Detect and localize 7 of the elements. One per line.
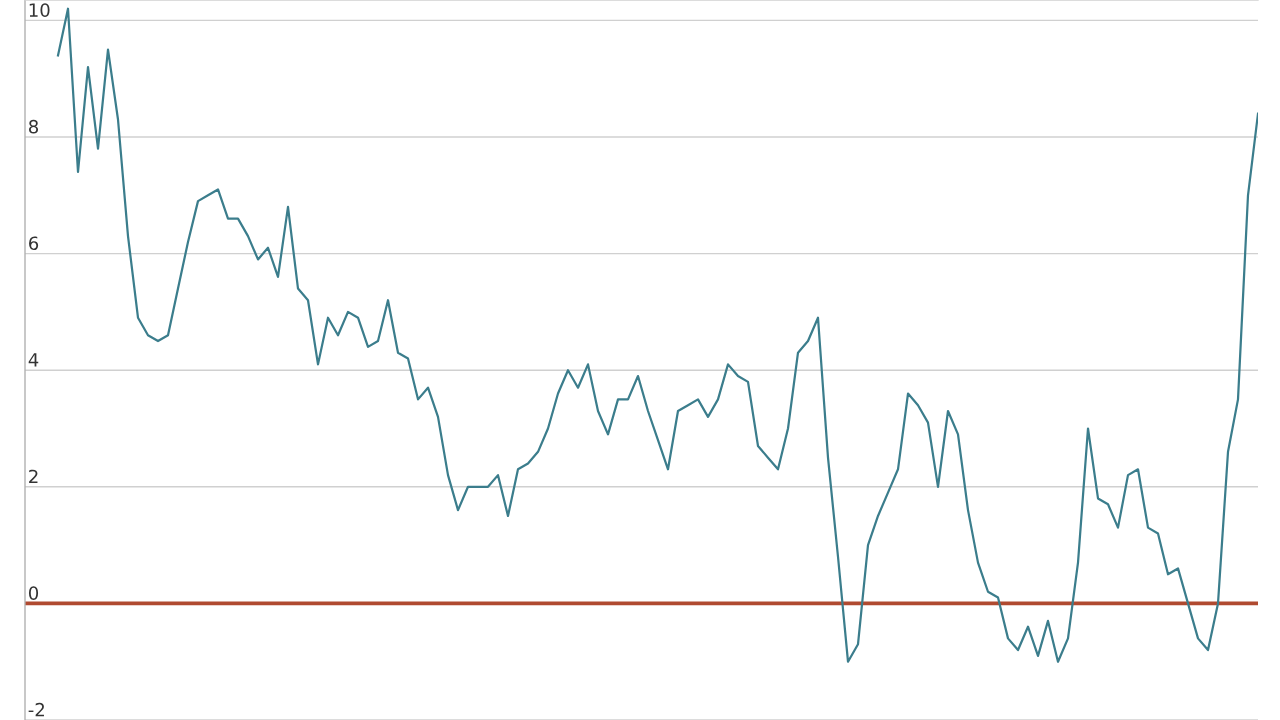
y-tick-label: 0 [28, 586, 39, 600]
y-tick-label: 10 [29, 3, 50, 17]
y-tick-label: 2 [29, 469, 38, 484]
y-tick-label: 8 [29, 119, 39, 134]
y-tick-label: 4 [28, 353, 39, 367]
y-tick-label: 6 [29, 236, 39, 251]
y-tick-label: -2 [28, 702, 44, 717]
